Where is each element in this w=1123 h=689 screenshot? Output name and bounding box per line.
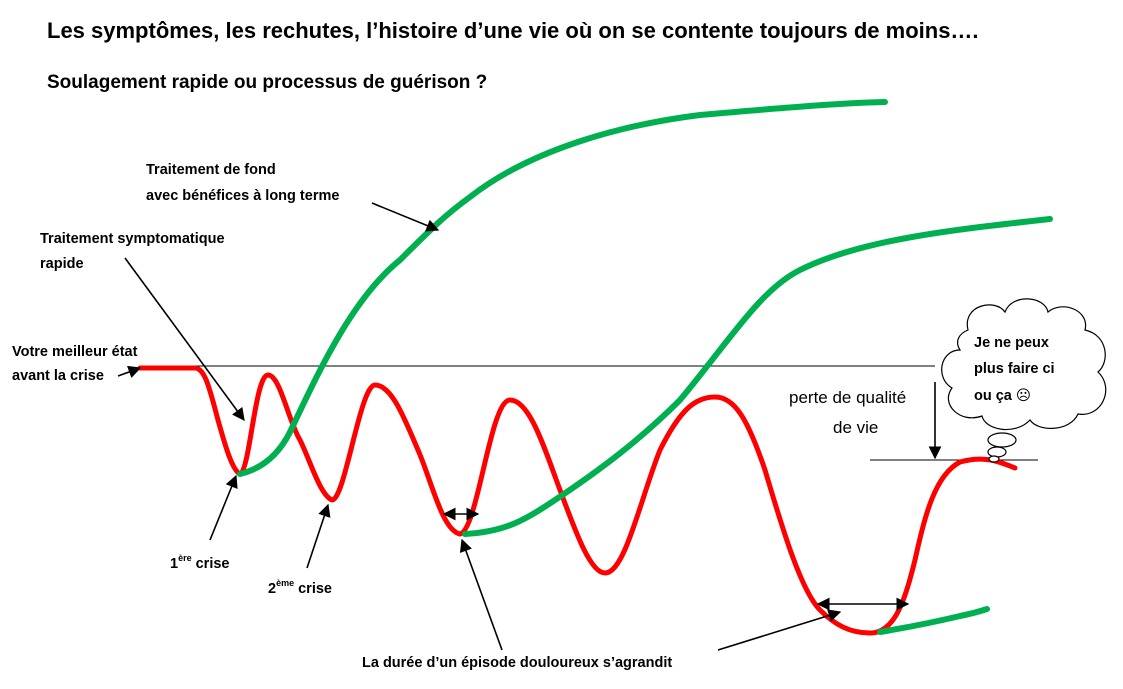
best-state-label-line2: avant la crise — [12, 368, 104, 384]
best-state-label-line1: Votre meilleur état — [12, 344, 138, 360]
quality-loss-label-line1: perte de qualité — [789, 388, 906, 407]
background-treatment-arrow — [371, 202, 440, 232]
duration-arrow-2 — [717, 609, 842, 651]
treatment-curve-1 — [237, 99, 888, 477]
symptom-curve — [137, 365, 1018, 636]
duration-arrow-1 — [459, 538, 503, 651]
symptomatic-arrow — [124, 257, 245, 422]
quality-loss-label-line2: de vie — [833, 418, 878, 437]
first-crisis-label: 1ère crise — [170, 553, 230, 572]
first-crisis-arrow — [209, 474, 238, 541]
symptomatic-label-line1: Traitement symptomatique — [40, 231, 225, 247]
second-crisis-label: 2ème crise — [268, 578, 332, 597]
thought-line-2: plus faire ci — [974, 361, 1055, 377]
thought-cloud — [941, 298, 1107, 463]
background-label-line1: Traitement de fond — [146, 162, 276, 178]
thought-line-1: Je ne peux — [974, 335, 1049, 351]
thought-line-3: ou ça ☹ — [974, 388, 1031, 404]
background-label-line2: avec bénéfices à long terme — [146, 188, 339, 204]
treatment-curve-2 — [462, 216, 1053, 537]
symptomatic-label-line2: rapide — [40, 256, 84, 272]
duration-label: La durée d’un épisode douloureux s’agran… — [362, 655, 672, 671]
page-title: Les symptômes, les rechutes, l’histoire … — [47, 18, 979, 43]
second-crisis-arrow — [306, 503, 331, 569]
treatment-curve-3 — [877, 606, 990, 635]
page-subtitle: Soulagement rapide ou processus de guéri… — [47, 72, 487, 93]
best-state-arrow — [117, 365, 142, 378]
